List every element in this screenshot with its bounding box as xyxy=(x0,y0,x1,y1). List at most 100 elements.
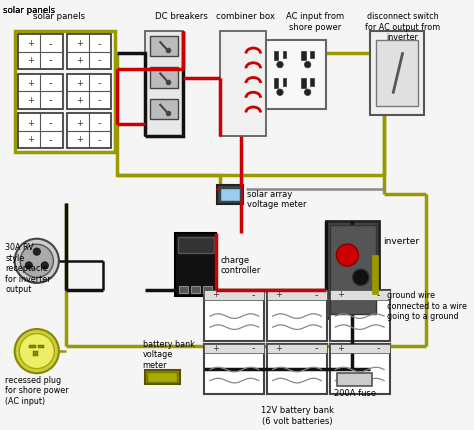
Text: +: + xyxy=(212,343,219,352)
Bar xyxy=(179,286,188,293)
Text: -: - xyxy=(48,134,52,144)
Text: +: + xyxy=(275,290,282,299)
Text: -: - xyxy=(377,289,380,299)
Bar xyxy=(267,344,327,353)
Bar xyxy=(18,35,63,70)
Text: +: + xyxy=(275,343,282,352)
Bar xyxy=(150,99,178,120)
Bar xyxy=(204,344,264,394)
Text: +: + xyxy=(76,118,83,127)
Bar xyxy=(337,373,372,386)
Circle shape xyxy=(15,239,59,283)
Text: -: - xyxy=(97,95,101,105)
Bar xyxy=(18,114,63,149)
Text: +: + xyxy=(76,135,83,144)
Text: +: + xyxy=(76,79,83,88)
Bar xyxy=(301,52,306,61)
Circle shape xyxy=(33,249,40,256)
Text: inverter: inverter xyxy=(383,236,419,245)
Circle shape xyxy=(337,244,358,267)
Circle shape xyxy=(41,262,48,270)
Text: AC input from
shore power: AC input from shore power xyxy=(286,12,344,31)
Bar xyxy=(145,31,183,137)
Text: -: - xyxy=(97,78,101,89)
Bar xyxy=(370,31,424,116)
Text: -: - xyxy=(97,39,101,49)
Bar xyxy=(330,344,390,394)
Bar xyxy=(310,79,314,86)
Circle shape xyxy=(353,270,369,286)
Text: solar panels: solar panels xyxy=(3,6,55,15)
Bar xyxy=(283,79,286,86)
Text: -: - xyxy=(48,39,52,49)
Bar xyxy=(376,41,418,107)
Bar xyxy=(202,286,212,293)
Bar xyxy=(67,35,111,70)
Bar xyxy=(330,344,390,353)
Bar xyxy=(18,75,63,110)
Bar xyxy=(372,255,378,294)
Text: +: + xyxy=(27,118,34,127)
Text: solar panels: solar panels xyxy=(3,6,55,15)
Bar xyxy=(38,345,44,349)
Bar xyxy=(301,79,306,89)
Text: -: - xyxy=(252,289,255,299)
Text: -: - xyxy=(314,343,318,353)
Text: combiner box: combiner box xyxy=(217,12,275,21)
Bar xyxy=(175,233,217,296)
Text: 200A fuse: 200A fuse xyxy=(334,388,376,397)
Bar xyxy=(267,291,327,341)
Bar xyxy=(326,222,380,318)
Text: +: + xyxy=(337,343,344,352)
Bar xyxy=(145,371,180,384)
Text: disconnect switch
for AC output from
inverter: disconnect switch for AC output from inv… xyxy=(365,12,440,42)
Circle shape xyxy=(15,329,59,373)
Bar xyxy=(330,291,390,300)
Circle shape xyxy=(304,90,311,96)
Bar xyxy=(191,286,200,293)
Text: -: - xyxy=(314,289,318,299)
Circle shape xyxy=(277,62,283,69)
Text: -: - xyxy=(377,343,380,353)
Text: 30A RV
style
receptacle
for inverter
output: 30A RV style receptacle for inverter out… xyxy=(6,243,51,293)
Bar xyxy=(67,114,111,149)
Circle shape xyxy=(277,90,283,96)
Bar xyxy=(204,344,264,353)
Bar xyxy=(150,68,178,89)
Text: -: - xyxy=(97,134,101,144)
Bar xyxy=(267,291,327,300)
Bar xyxy=(330,291,390,341)
Text: -: - xyxy=(48,118,52,128)
Text: solar array
voltage meter: solar array voltage meter xyxy=(247,190,306,209)
Text: +: + xyxy=(27,79,34,88)
Bar xyxy=(15,31,115,153)
Circle shape xyxy=(20,245,54,278)
Text: 12V battery bank
(6 volt batteries): 12V battery bank (6 volt batteries) xyxy=(261,405,334,425)
Text: -: - xyxy=(48,55,52,65)
Bar xyxy=(67,75,111,110)
Circle shape xyxy=(19,334,55,369)
Text: solar panels: solar panels xyxy=(33,12,85,21)
Bar xyxy=(147,372,177,383)
Text: battery bank
voltage
meter: battery bank voltage meter xyxy=(143,339,195,369)
Text: -: - xyxy=(48,78,52,89)
Text: -: - xyxy=(97,118,101,128)
Bar xyxy=(150,37,178,57)
Bar xyxy=(220,189,240,202)
Bar xyxy=(204,291,264,341)
Text: +: + xyxy=(76,95,83,104)
Bar xyxy=(273,52,278,61)
Text: -: - xyxy=(252,343,255,353)
Text: DC breakers: DC breakers xyxy=(155,12,208,21)
Bar xyxy=(220,31,266,137)
Text: +: + xyxy=(27,95,34,104)
Circle shape xyxy=(25,262,33,270)
Text: +: + xyxy=(27,135,34,144)
Bar xyxy=(267,344,327,394)
Bar xyxy=(283,52,286,59)
Text: +: + xyxy=(27,56,34,65)
Text: -: - xyxy=(48,95,52,105)
Bar xyxy=(33,351,38,356)
Text: +: + xyxy=(27,40,34,48)
Bar xyxy=(218,186,243,204)
